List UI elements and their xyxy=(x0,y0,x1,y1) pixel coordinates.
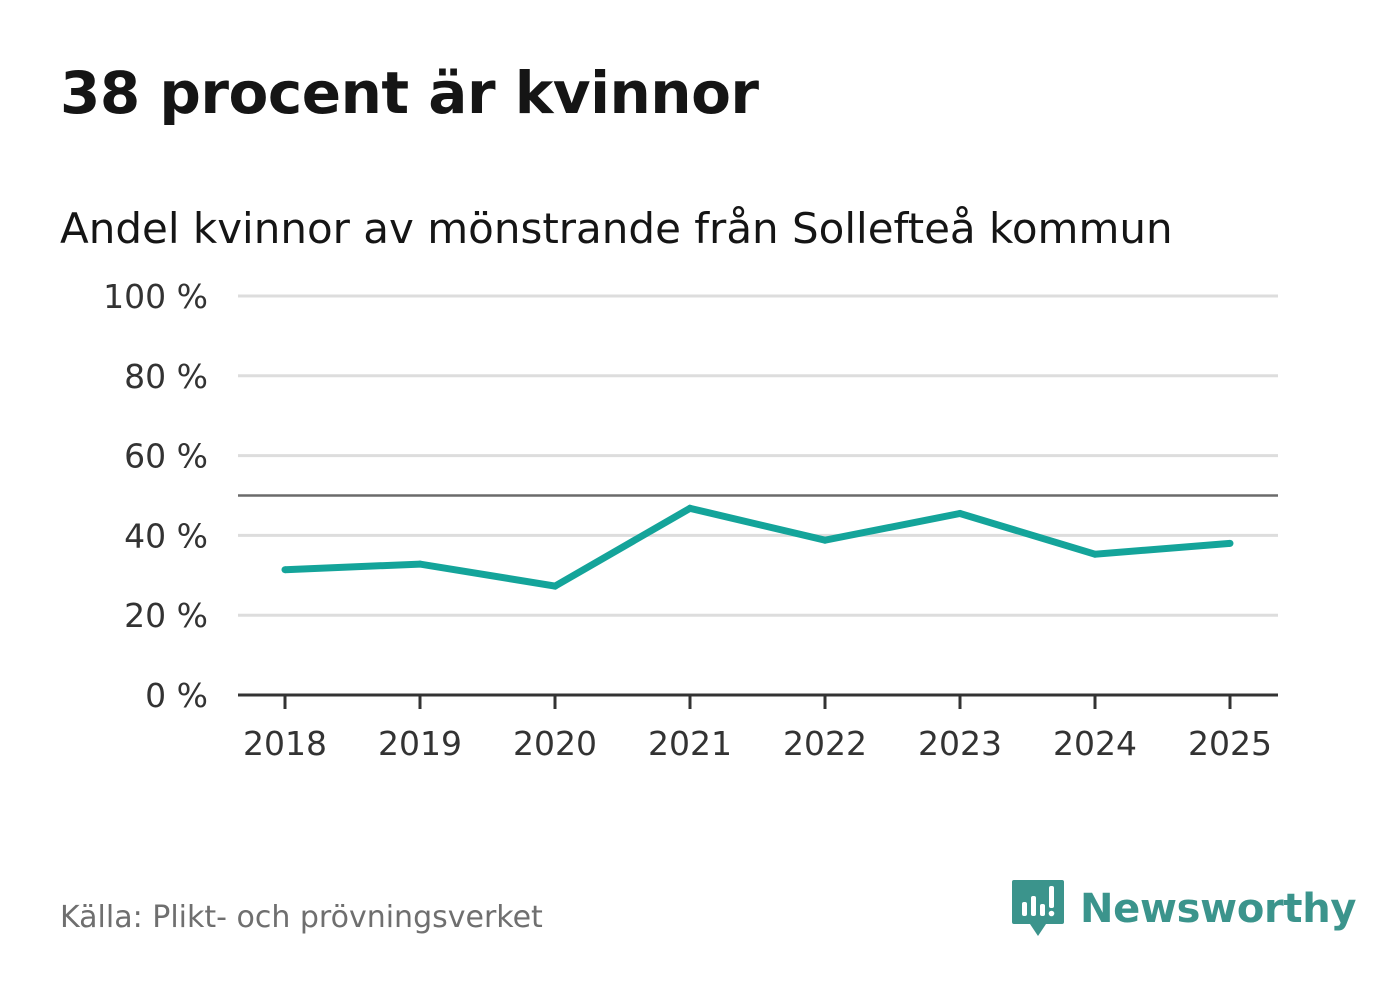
data-point xyxy=(1226,539,1234,547)
x-axis-labels: 2018 2019 2020 2021 2022 2023 2024 2025 xyxy=(243,724,1272,763)
x-tick-label: 2019 xyxy=(378,724,462,763)
data-point xyxy=(281,566,289,574)
gridlines xyxy=(238,294,1278,617)
y-axis-labels: 0 % 20 % 40 % 60 % 80 % 100 % xyxy=(103,277,208,715)
y-tick-label: 100 % xyxy=(103,277,208,316)
y-tick-label: 80 % xyxy=(124,357,208,396)
x-tick-label: 2018 xyxy=(243,724,327,763)
x-tick-label: 2025 xyxy=(1188,724,1272,763)
data-point xyxy=(551,582,559,590)
x-tick-label: 2024 xyxy=(1053,724,1137,763)
x-axis xyxy=(238,693,1278,709)
series-group xyxy=(281,504,1234,590)
y-tick-label: 20 % xyxy=(124,596,208,635)
x-tick-label: 2020 xyxy=(513,724,597,763)
data-point xyxy=(416,560,424,568)
x-tick-label: 2023 xyxy=(918,724,1002,763)
x-tick-label: 2022 xyxy=(783,724,867,763)
data-point xyxy=(1091,550,1099,558)
x-tick-label: 2021 xyxy=(648,724,732,763)
brand-name: Newsworthy xyxy=(1080,886,1357,932)
page-title: 38 procent är kvinnor xyxy=(60,59,759,127)
y-tick-label: 40 % xyxy=(124,516,208,555)
chart-title: Andel kvinnor av mönstrande från Solleft… xyxy=(60,204,1173,253)
data-point xyxy=(821,536,829,544)
brand-logo: Newsworthy xyxy=(1010,878,1357,940)
source-note: Källa: Plikt- och prövningsverket xyxy=(60,900,543,935)
data-point xyxy=(686,504,694,512)
data-point xyxy=(956,510,964,517)
y-tick-label: 60 % xyxy=(124,437,208,476)
y-tick-label: 0 % xyxy=(145,676,208,715)
series-line xyxy=(284,504,1231,590)
newsworthy-logo-icon xyxy=(1012,880,1064,936)
